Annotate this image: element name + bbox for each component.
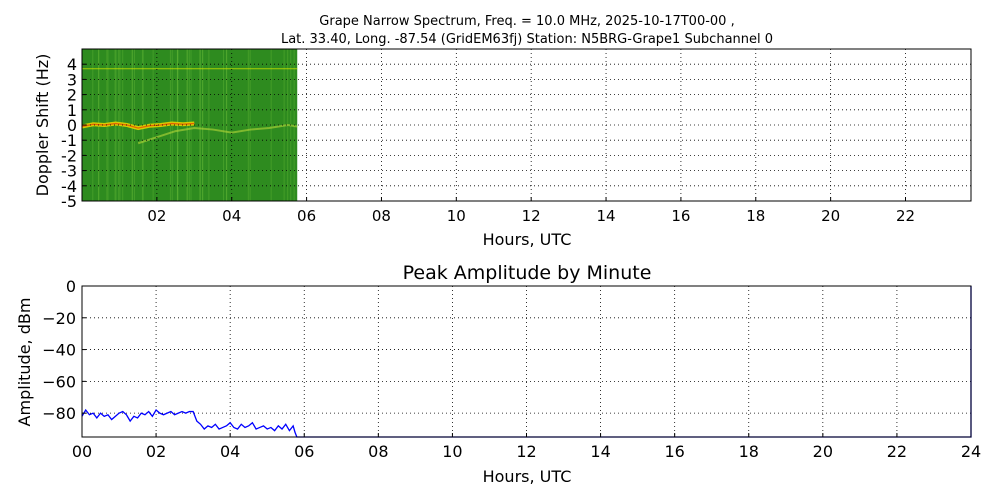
spectrogram-x-tick-label: 22	[896, 207, 915, 225]
amplitude-chart: Peak Amplitude by Minute 00 02 04 06 08 10 12 1…	[15, 262, 981, 486]
amplitude-x-tick-label: 02	[146, 442, 166, 461]
amplitude-y-axis-label: Amplitude, dBm	[15, 298, 34, 427]
spectrogram-chart: Grape Narrow Spectrum, Freq. = 10.0 MHz,…	[33, 14, 972, 249]
amplitude-x-tick-label: 04	[220, 442, 240, 461]
spectrogram-secondary-trace	[137, 123, 298, 145]
amplitude-x-tick-label: 12	[516, 442, 536, 461]
amplitude-y-tick-label: 0	[66, 277, 76, 296]
amplitude-x-tick-label: 08	[368, 442, 388, 461]
spectrogram-y-tick-label: 0	[67, 116, 77, 135]
spectrogram-x-tick-label: 04	[222, 207, 241, 225]
spectrogram-y-tick-label: -2	[61, 146, 77, 165]
amplitude-y-ticks: 0 −20 −40 −60 −80	[42, 277, 86, 423]
amplitude-x-tick-label: 10	[442, 442, 462, 461]
spectrogram-x-tick-label: 20	[821, 207, 840, 225]
spectrogram-y-tick-label: -3	[61, 162, 77, 181]
spectrogram-x-tick-label: 18	[746, 207, 765, 225]
spectrogram-y-tick-label: 3	[67, 70, 77, 89]
amplitude-x-ticks: 00 02 04 06 08 10 12 14 16 18 20 22 24	[72, 433, 981, 461]
spectrogram-x-tick-label: 12	[522, 207, 541, 225]
amplitude-x-axis-label: Hours, UTC	[483, 467, 572, 486]
spectrogram-x-axis-label: Hours, UTC	[483, 230, 572, 249]
spectrogram-x-tick-label: 14	[596, 207, 615, 225]
amplitude-x-tick-label: 06	[294, 442, 314, 461]
spectrogram-y-tick-label: -1	[61, 131, 77, 150]
spectrogram-doppler-trace-core	[81, 122, 195, 129]
amplitude-grid	[81, 285, 972, 437]
spectrogram-x-tick-label: 02	[147, 207, 166, 225]
spectrogram-title: Grape Narrow Spectrum, Freq. = 10.0 MHz,…	[319, 14, 734, 29]
amplitude-title: Peak Amplitude by Minute	[403, 262, 652, 284]
spectrogram-y-tick-label: -4	[61, 177, 77, 196]
spectrogram-x-tick-label: 16	[671, 207, 690, 225]
amplitude-x-tick-label: 14	[590, 442, 610, 461]
amplitude-series-line-0	[81, 286, 972, 438]
spectrogram-y-axis-label: Doppler Shift (Hz)	[33, 54, 52, 197]
spectrogram-x-tick-label: 10	[447, 207, 466, 225]
amplitude-x-tick-label: 18	[739, 442, 759, 461]
amplitude-x-tick-label: 20	[813, 442, 833, 461]
amplitude-y-tick-label: −80	[42, 404, 76, 423]
spectrogram-x-tick-label: 08	[372, 207, 391, 225]
amplitude-series-layer	[81, 286, 972, 438]
spectrogram-y-tick-label: 2	[67, 86, 77, 105]
spectrogram-y-tick-label: 4	[67, 55, 77, 74]
amplitude-x-tick-label: 24	[961, 442, 981, 461]
spectrogram-y-tick-label: -5	[61, 192, 77, 211]
spectrogram-x-ticks: 02 04 06 08 10 12 14 16 18 20 22	[147, 197, 915, 225]
spectrogram-subtitle: Lat. 33.40, Long. -87.54 (GridEM63fj) St…	[281, 32, 773, 47]
amplitude-x-tick-label: 16	[664, 442, 684, 461]
amplitude-x-tick-label: 00	[72, 442, 92, 461]
amplitude-y-tick-label: −60	[42, 372, 76, 391]
spectrogram-x-tick-label: 06	[297, 207, 316, 225]
amplitude-x-tick-label: 22	[887, 442, 907, 461]
amplitude-y-tick-label: −40	[42, 341, 76, 360]
amplitude-y-tick-label: −20	[42, 309, 76, 328]
spectrogram-y-tick-label: 1	[67, 101, 77, 120]
